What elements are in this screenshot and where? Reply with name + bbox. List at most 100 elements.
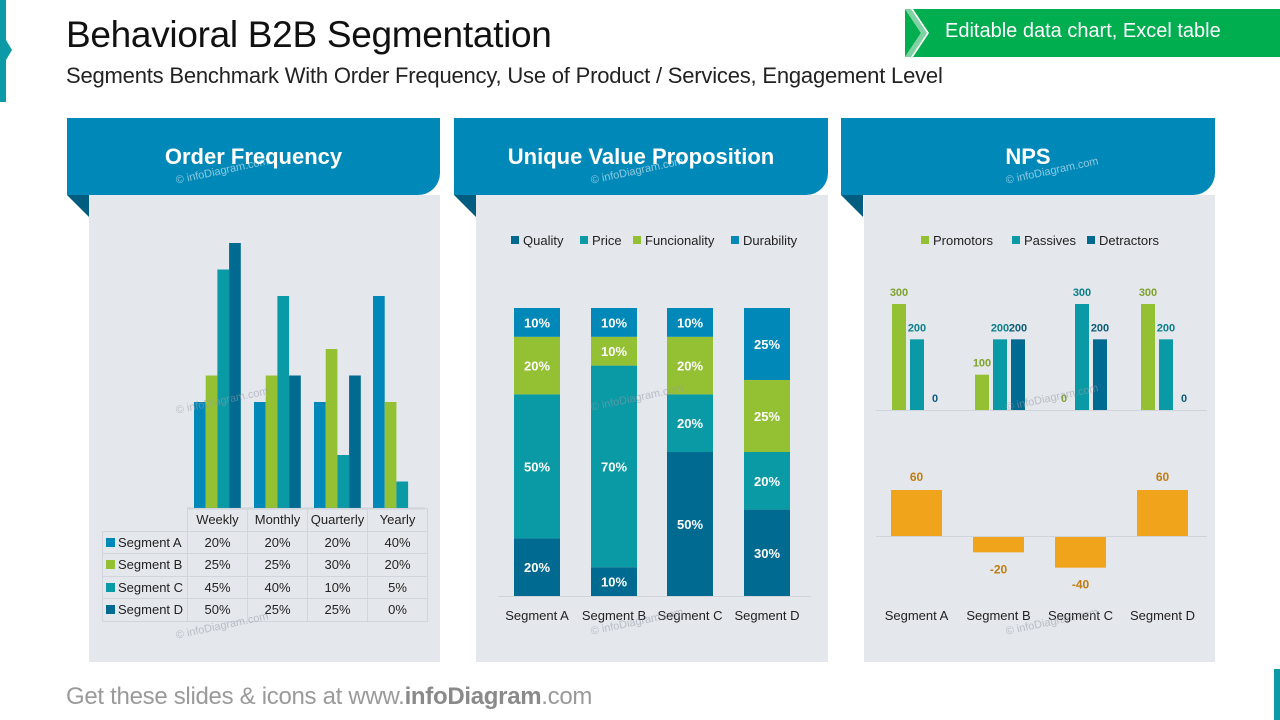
bar-segment-c-weekly <box>217 269 230 508</box>
data-label: 200 <box>1091 322 1109 334</box>
legend-swatch-quality <box>511 236 519 244</box>
table-cell: 0% <box>367 598 428 622</box>
data-label: 25% <box>754 409 780 424</box>
uvp-title: Unique Value Proposition <box>507 144 775 169</box>
order-frequency-chart <box>187 243 425 510</box>
corner-accent-bar <box>1274 669 1280 720</box>
page-title: Behavioral B2B Segmentation <box>66 14 552 55</box>
data-label: 20% <box>677 359 703 374</box>
bar-segment-b-quarterly <box>325 349 338 508</box>
data-label: 20% <box>677 416 703 431</box>
legend-label-detractors: Detractors <box>1099 233 1159 248</box>
data-label: 60 <box>1156 470 1170 484</box>
nps-header-fold <box>841 195 863 217</box>
legend-label-passives: Passives <box>1024 233 1077 248</box>
data-label: 70% <box>601 459 627 474</box>
bar-promotors-segment-b <box>975 374 989 410</box>
x-tick-label: Segment D <box>1130 608 1195 623</box>
segment-durability-segment-b <box>591 308 637 337</box>
legend-swatch-durability <box>731 236 739 244</box>
table-row: Segment C 45% 40% 10% 5% <box>102 575 428 599</box>
table-cell: 20% <box>247 530 308 554</box>
data-label: 20% <box>524 359 550 374</box>
bar-promotors-segment-a <box>892 304 906 410</box>
nps-header <box>841 118 1215 195</box>
x-tick-label: Segment A <box>885 608 949 623</box>
data-label: 50% <box>677 517 703 532</box>
table-row: Segment D 50% 25% 25% 0% <box>102 598 428 622</box>
data-label: 20% <box>754 474 780 489</box>
data-label: 10% <box>601 575 627 590</box>
editable-badge <box>905 9 1280 57</box>
x-tick-label: Segment B <box>966 608 1030 623</box>
data-label: 20% <box>524 560 550 575</box>
data-label: 10% <box>601 344 627 359</box>
data-label: 300 <box>1139 287 1157 299</box>
segment-funcionality-segment-a <box>514 336 560 395</box>
bar-passives-segment-a <box>910 339 924 410</box>
column-header: Quarterly <box>307 508 368 532</box>
segment-price-segment-d <box>744 452 790 510</box>
x-tick-label: Segment D <box>734 608 799 623</box>
segment-price-segment-c <box>667 394 713 452</box>
column-header: Weekly <box>187 508 248 532</box>
table-cell: 30% <box>307 553 368 577</box>
bar-segment-a-monthly <box>254 402 266 508</box>
nps-chart: Promotors Passives Detractors 300 200 0 100 200… <box>876 233 1207 623</box>
nps-bar-segment-c <box>1055 537 1106 568</box>
table-cell: 20% <box>307 530 368 554</box>
nps-bar-segment-a <box>891 490 942 536</box>
bar-segment-b-monthly <box>265 375 278 508</box>
legend-swatch <box>106 560 115 570</box>
nps-title: NPS <box>1005 144 1051 169</box>
bar-passives-segment-c <box>1075 304 1089 410</box>
row-label: Segment B <box>102 553 188 577</box>
segment-quality-segment-c <box>667 452 713 596</box>
footer-suffix: .com <box>541 683 593 710</box>
uvp-header-fold <box>454 195 476 217</box>
data-label: 30% <box>754 546 780 561</box>
table-cell: 25% <box>187 553 248 577</box>
bar-segment-a-weekly <box>194 402 206 508</box>
segment-price-segment-b <box>591 365 637 568</box>
table-row: Segment B 25% 25% 30% 20% <box>102 553 428 577</box>
data-label: 0 <box>1061 393 1067 405</box>
bar-promotors-segment-d <box>1141 304 1155 410</box>
table-cell: 20% <box>367 553 428 577</box>
data-label: 0 <box>1181 393 1187 405</box>
legend-label-price: Price <box>592 233 622 248</box>
order-frequency-data-table: Weekly Monthly Quarterly Yearly Segment … <box>102 508 428 622</box>
bar-segment-c-monthly <box>277 296 290 508</box>
data-label: 300 <box>1073 287 1091 299</box>
order-frequency-header-fold <box>67 195 89 217</box>
page-subtitle: Segments Benchmark With Order Frequency,… <box>66 63 943 88</box>
footer-text: Get these slides & icons at www.infoDiag… <box>66 683 592 711</box>
table-cell: 40% <box>367 530 428 554</box>
bar-segment-b-yearly <box>384 402 397 508</box>
bar-segment-c-yearly <box>396 481 409 508</box>
table-row: Segment A 20% 20% 20% 40% <box>102 530 428 554</box>
bar-segment-d-quarterly <box>349 375 361 508</box>
table-cell: 25% <box>247 598 308 622</box>
table-cell: 10% <box>307 575 368 599</box>
bar-segment-d-weekly <box>229 243 241 508</box>
footer-brand[interactable]: infoDiagram <box>404 683 542 710</box>
legend-swatch-funcionality <box>633 236 641 244</box>
bar-segment-a-quarterly <box>314 402 326 508</box>
table-cell: 40% <box>247 575 308 599</box>
column-header: Monthly <box>247 508 308 532</box>
bar-detractors-segment-b <box>1011 339 1025 410</box>
row-label: Segment A <box>102 530 188 554</box>
table-corner <box>102 508 188 532</box>
segment-durability-segment-c <box>667 308 713 337</box>
legend-label-durability: Durability <box>743 233 798 248</box>
data-label: 100 <box>973 358 991 370</box>
table-cell: 5% <box>367 575 428 599</box>
data-label: 200 <box>991 322 1009 334</box>
bar-segment-b-weekly <box>205 375 218 508</box>
legend-swatch-price <box>580 236 588 244</box>
data-label: 0 <box>932 393 938 405</box>
segment-price-segment-a <box>514 394 560 539</box>
legend-swatch-detractors <box>1087 236 1095 244</box>
bar-segment-a-yearly <box>373 296 385 508</box>
